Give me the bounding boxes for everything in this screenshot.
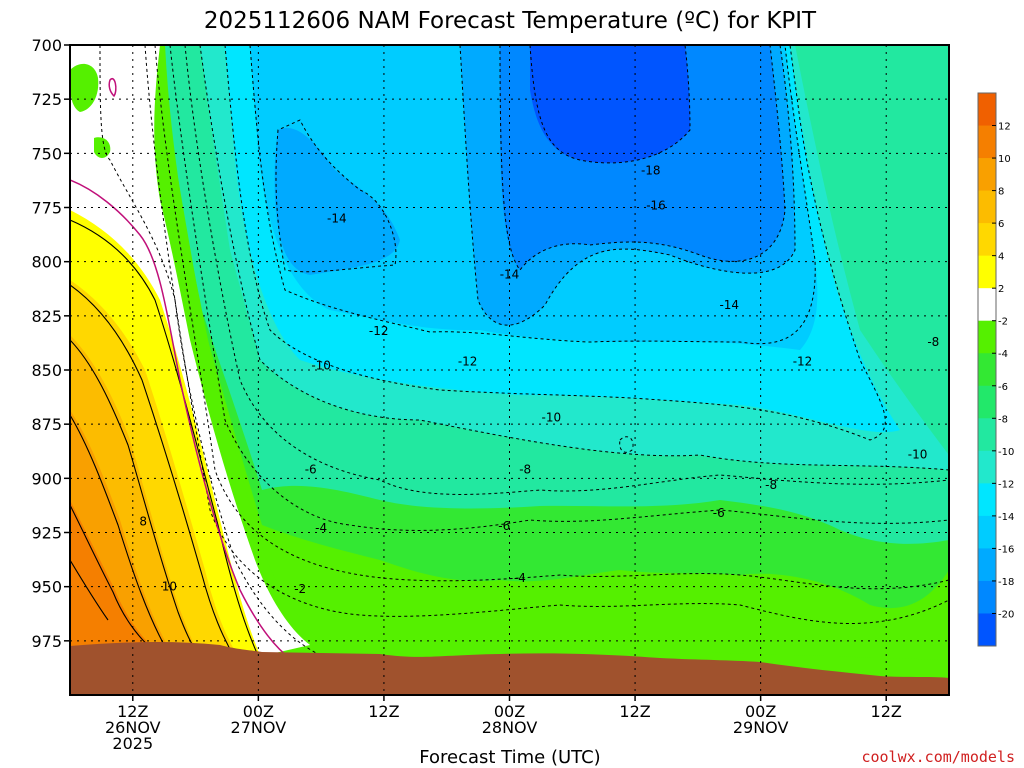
contour-label: -4 [315, 521, 327, 535]
x-tick-label: 28NOV [482, 718, 538, 737]
colorbar-label: 12 [998, 122, 1011, 133]
colorbar-swatch [978, 255, 996, 289]
colorbar-label: 6 [998, 219, 1004, 230]
contour-label: -14 [327, 211, 347, 225]
x-tick-label: 29NOV [733, 718, 789, 737]
x-tick-label: 00Z [243, 702, 274, 721]
x-tick-label: 2025 [112, 734, 153, 753]
colorbar-label: 10 [998, 154, 1011, 165]
y-tick-label: 850 [31, 361, 62, 380]
contour-label: -6 [498, 519, 510, 533]
colorbar-label: -20 [998, 609, 1014, 620]
band-minus-18 [530, 45, 690, 163]
colorbar-swatch [978, 483, 996, 517]
y-tick-label: 825 [31, 307, 62, 326]
colorbar-swatch [978, 548, 996, 582]
y-tick-label: 925 [31, 524, 62, 543]
contour-label: -6 [305, 463, 317, 477]
colorbar-swatch [978, 515, 996, 549]
band-minus-14-b [274, 128, 400, 275]
colorbar-label: -18 [998, 577, 1014, 588]
contour-label: -14 [500, 268, 520, 282]
isotherm-lines [99, 45, 949, 656]
y-tick-label: 700 [31, 36, 62, 55]
colorbar-swatch [978, 223, 996, 257]
colorbar-swatch [978, 613, 996, 647]
colorbar-swatch [978, 385, 996, 419]
contour-label: -8 [765, 478, 777, 492]
colorbar-label: 2 [998, 284, 1004, 295]
contour-label: -10 [908, 448, 928, 462]
x-tick-label: 12Z [117, 702, 148, 721]
contour-label: -2 [294, 582, 306, 596]
x-axis-label: Forecast Time (UTC) [419, 747, 600, 768]
colorbar-label: -2 [998, 317, 1008, 328]
colorbar-swatch [978, 450, 996, 484]
colorbar-label: -8 [998, 414, 1008, 425]
freezing-line [70, 77, 293, 661]
x-tick-label: 00Z [745, 702, 776, 721]
band-minus-4 [70, 45, 949, 680]
colorbar-label: -14 [998, 512, 1014, 523]
contour-label: 8 [139, 515, 147, 529]
contour-label: -12 [793, 354, 813, 368]
colorbar-label: -10 [998, 447, 1014, 458]
colorbar: 12 10 8 6 4 2 -2 -4 -6 -8 -10 -12 -14 -16 -18 -20 [977, 92, 1014, 647]
colorbar-swatch [978, 158, 996, 192]
contour-label: -10 [311, 359, 331, 373]
colorbar-swatch [978, 353, 996, 387]
contour-label: -14 [719, 298, 739, 312]
contour-label: -12 [458, 354, 478, 368]
contour-label: -10 [542, 411, 562, 425]
warm-isotherm-lines [70, 219, 261, 663]
contour-label: -18 [641, 164, 661, 178]
colorbar-label: -12 [998, 479, 1014, 490]
colorbar-label: -4 [998, 349, 1008, 360]
contour-label: -6 [713, 506, 725, 520]
contour-label: -12 [369, 324, 389, 338]
x-tick-label: 00Z [494, 702, 525, 721]
x-tick-label: 27NOV [231, 718, 287, 737]
colorbar-label: -16 [998, 544, 1014, 555]
contour-labels: -18 -16 -14 -14 -14 -12 -12 -12 -10 -10 -10 -8 -8 -8 -… [139, 164, 939, 596]
y-tick-label: 750 [31, 144, 62, 163]
colorbar-label: 8 [998, 187, 1004, 198]
warm-patch [70, 63, 99, 112]
y-tick-label: 875 [31, 415, 62, 434]
colorbar-swatch [978, 288, 996, 322]
y-tick-label: 775 [31, 199, 62, 218]
x-tick-label: 12Z [619, 702, 650, 721]
colorbar-label: -6 [998, 382, 1008, 393]
y-tick-label: 975 [31, 632, 62, 651]
colorbar-swatch [978, 418, 996, 452]
contour-label: -16 [646, 198, 666, 212]
x-tick-label: 26NOV [105, 718, 161, 737]
credit-link[interactable]: coolwx.com/models [861, 748, 1015, 766]
colorbar-label: 4 [998, 252, 1004, 263]
colorbar-swatch [978, 190, 996, 224]
y-tick-label: 950 [31, 578, 62, 597]
y-tick-label: 900 [31, 469, 62, 488]
colorbar-frame [977, 92, 997, 647]
chart-title: 2025112606 NAM Forecast Temperature (ºC)… [204, 8, 817, 34]
x-tick-label: 12Z [871, 702, 902, 721]
contour-label: -8 [927, 335, 939, 349]
colorbar-swatch [978, 320, 996, 354]
y-tick-label: 800 [31, 253, 62, 272]
y-axis: 700 725 750 775 800 825 850 875 900 925 950 975 [31, 36, 70, 651]
x-tick-label: 12Z [368, 702, 399, 721]
contour-label: -8 [519, 463, 531, 477]
colorbar-swatch [978, 93, 996, 127]
colorbar-swatch [978, 125, 996, 159]
contour-label: -4 [514, 571, 526, 585]
plot-area: -18 -16 -14 -14 -14 -12 -12 -12 -10 -10 -10 -8 -8 -8 -… [70, 45, 949, 695]
colorbar-swatch [978, 580, 996, 614]
y-tick-label: 725 [31, 90, 62, 109]
